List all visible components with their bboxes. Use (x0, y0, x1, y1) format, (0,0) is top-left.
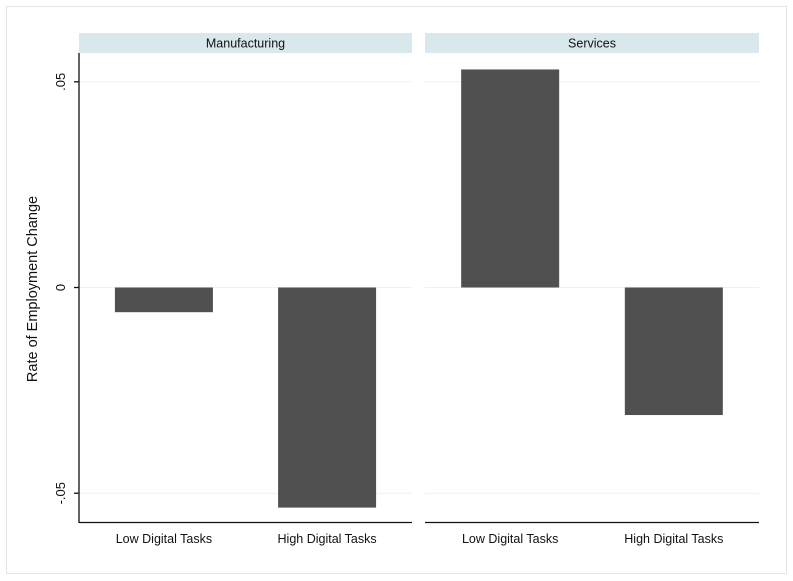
y-tick-label: .05 (53, 73, 68, 91)
y-tick-label: 0 (53, 284, 68, 291)
panel-manufacturing: Manufacturing Low Digital Tasks High Digit… (79, 33, 412, 546)
x-category-label: Low Digital Tasks (116, 532, 212, 546)
x-category-label: Low Digital Tasks (462, 532, 558, 546)
panel-strip (79, 33, 412, 53)
x-category-label: High Digital Tasks (624, 532, 723, 546)
y-tick-label: -.05 (53, 482, 68, 504)
bar (278, 287, 377, 508)
x-category-label: High Digital Tasks (278, 532, 377, 546)
bar (461, 69, 560, 288)
y-axis: .05 0 -.05 (53, 53, 80, 523)
y-axis-label: Rate of Employment Change (25, 196, 41, 382)
panel-services: Services Low Digital Tasks High Digital Ta… (425, 33, 759, 546)
panel-strip (425, 33, 759, 53)
panel-title: Services (568, 37, 616, 51)
bar (624, 287, 723, 416)
panel-title: Manufacturing (206, 37, 285, 51)
panels: Manufacturing Low Digital Tasks High Digit… (79, 33, 759, 546)
bar (114, 287, 213, 313)
